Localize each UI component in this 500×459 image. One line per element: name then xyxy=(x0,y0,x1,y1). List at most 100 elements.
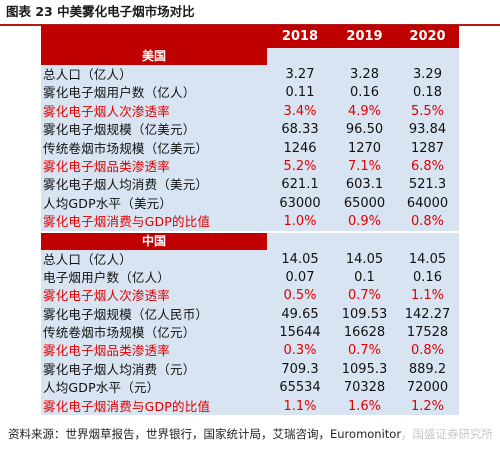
value-cell: 603.1 xyxy=(345,177,384,193)
table-row: 雾化电子烟品类渗透率 5.2% 7.1% 6.8% xyxy=(41,157,459,175)
row-label: 人均GDP水平（元） xyxy=(43,380,160,396)
section-label: 中国 xyxy=(41,232,267,250)
section-header-row: 美国 xyxy=(41,48,459,65)
value-cell: 63000 xyxy=(279,195,321,211)
value-cell: 142.27 xyxy=(404,306,451,322)
row-label: 电子烟用户数（亿人） xyxy=(43,269,171,285)
value-cell: 0.3% xyxy=(283,343,317,359)
row-label: 雾化电子烟规模（亿美元） xyxy=(43,122,196,138)
value-cell: 1270 xyxy=(347,140,382,156)
table-row: 雾化电子烟人次渗透率 0.5% 0.7% 1.1% xyxy=(41,286,459,304)
value-cell: 109.53 xyxy=(341,306,388,322)
source-note: 资料来源：世界烟草报告，世界银行，国家统计局，艾瑞咨询，Euromonitor，… xyxy=(8,427,494,441)
table-row: 雾化电子烟消费与GDP的比值 1.0% 0.9% 0.8% xyxy=(41,212,459,230)
table-row: 传统卷烟市场规模（亿美元） 1246 1270 1287 xyxy=(41,139,459,157)
value-cell: 0.16 xyxy=(413,269,442,285)
value-cell: 72000 xyxy=(406,380,449,396)
value-cell: 0.7% xyxy=(347,288,382,304)
value-cell: 0.9% xyxy=(347,214,382,230)
value-cell: 5.5% xyxy=(410,103,445,119)
table-row: 雾化电子烟人次渗透率 3.4% 4.9% 5.5% xyxy=(41,102,459,120)
section-divider xyxy=(41,230,459,233)
value-cell: 3.4% xyxy=(283,103,317,119)
table-row: 人均GDP水平（美元） 63000 65000 64000 xyxy=(41,194,459,212)
table-row: 雾化电子烟规模（亿人民币） 49.65 109.53 142.27 xyxy=(41,305,459,323)
value-cell: 1.6% xyxy=(347,398,382,414)
value-cell: 93.84 xyxy=(408,122,447,138)
row-label: 雾化电子烟人次渗透率 xyxy=(43,288,171,304)
value-cell: 5.2% xyxy=(283,158,317,174)
value-cell: 521.3 xyxy=(408,177,447,193)
section-header-row: 中国 xyxy=(41,232,459,250)
value-cell: 65534 xyxy=(279,380,321,396)
value-cell: 49.65 xyxy=(281,306,319,322)
value-cell: 0.5% xyxy=(283,288,317,304)
table-body: 美国总人口（亿人） 3.27 3.28 3.29 雾化电子烟用户数（亿人） 0.11 0.1… xyxy=(41,48,459,415)
row-label: 雾化电子烟消费与GDP的比值 xyxy=(43,214,211,230)
value-cell: 7.1% xyxy=(347,158,382,174)
value-cell: 14.05 xyxy=(408,251,447,267)
row-label: 雾化电子烟人均消费（美元） xyxy=(43,177,209,193)
value-cell: 14.05 xyxy=(281,251,319,267)
row-label: 雾化电子烟人次渗透率 xyxy=(43,103,171,119)
value-cell: 0.07 xyxy=(285,269,315,285)
value-cell: 1246 xyxy=(283,140,317,156)
value-cell: 889.2 xyxy=(408,361,447,377)
row-label: 雾化电子烟消费与GDP的比值 xyxy=(43,398,211,414)
table-row: 总人口（亿人） 14.05 14.05 14.05 xyxy=(41,250,459,268)
value-cell: 0.18 xyxy=(413,85,442,101)
row-label: 雾化电子烟品类渗透率 xyxy=(43,343,171,359)
value-cell: 6.8% xyxy=(410,158,445,174)
table-row: 传统卷烟市场规模（亿元） 15644 16628 17528 xyxy=(41,323,459,341)
row-label: 雾化电子烟规模（亿人民币） xyxy=(43,306,209,322)
value-cell: 1287 xyxy=(410,140,445,156)
value-cell: 1.1% xyxy=(283,398,317,414)
value-cell: 1.1% xyxy=(410,288,445,304)
value-cell: 621.1 xyxy=(281,177,319,193)
value-cell: 0.8% xyxy=(410,214,445,230)
value-cell: 70328 xyxy=(343,380,386,396)
value-cell: 15644 xyxy=(279,325,321,341)
section-label: 美国 xyxy=(41,48,267,65)
figure-title: 图表 23 中美雾化电子烟市场对比 xyxy=(6,4,195,19)
value-cell: 1.0% xyxy=(283,214,317,230)
year-header: 2020 xyxy=(409,29,446,44)
value-cell: 1.2% xyxy=(410,398,445,414)
table-row: 电子烟用户数（亿人） 0.07 0.1 0.16 xyxy=(41,268,459,286)
year-header: 2019 xyxy=(346,29,383,44)
value-cell: 3.29 xyxy=(413,67,442,82)
value-cell: 709.3 xyxy=(281,361,319,377)
value-cell: 65000 xyxy=(343,195,386,211)
value-cell: 0.8% xyxy=(410,343,445,359)
row-label: 雾化电子烟用户数（亿人） xyxy=(43,85,196,101)
table-row: 雾化电子烟品类渗透率 0.3% 0.7% 0.8% xyxy=(41,341,459,359)
value-cell: 0.1 xyxy=(354,269,375,285)
row-label: 雾化电子烟人均消费（元） xyxy=(43,361,196,377)
row-label: 总人口（亿人） xyxy=(43,251,132,267)
value-cell: 14.05 xyxy=(345,251,384,267)
row-label: 人均GDP水平（美元） xyxy=(43,195,173,211)
value-cell: 3.28 xyxy=(350,67,379,82)
table-row: 雾化电子烟用户数（亿人） 0.11 0.16 0.18 xyxy=(41,83,459,101)
table-row: 雾化电子烟规模（亿美元） 68.33 96.50 93.84 xyxy=(41,120,459,138)
row-label: 总人口（亿人） xyxy=(43,67,132,82)
value-cell: 0.7% xyxy=(347,343,382,359)
row-label: 传统卷烟市场规模（亿元） xyxy=(43,325,196,341)
year-header-row: 2018 2019 2020 xyxy=(41,25,459,48)
value-cell: 0.16 xyxy=(350,85,379,101)
value-cell: 64000 xyxy=(406,195,449,211)
table-row: 人均GDP水平（元） 65534 70328 72000 xyxy=(41,378,459,396)
value-cell: 68.33 xyxy=(281,122,319,138)
table-row: 雾化电子烟人均消费（美元） 621.1 603.1 521.3 xyxy=(41,175,459,193)
value-cell: 0.11 xyxy=(285,85,315,101)
value-cell: 17528 xyxy=(406,325,449,341)
table-row: 雾化电子烟消费与GDP的比值 1.1% 1.6% 1.2% xyxy=(41,397,459,415)
row-label: 雾化电子烟品类渗透率 xyxy=(43,158,171,174)
table-row: 总人口（亿人） 3.27 3.28 3.29 xyxy=(41,65,459,83)
value-cell: 1095.3 xyxy=(341,361,388,377)
value-cell: 16628 xyxy=(343,325,386,341)
value-cell: 3.27 xyxy=(285,67,315,82)
value-cell: 96.50 xyxy=(345,122,384,138)
table-row: 雾化电子烟人均消费（元） 709.3 1095.3 889.2 xyxy=(41,360,459,378)
row-label: 传统卷烟市场规模（亿美元） xyxy=(43,140,209,156)
